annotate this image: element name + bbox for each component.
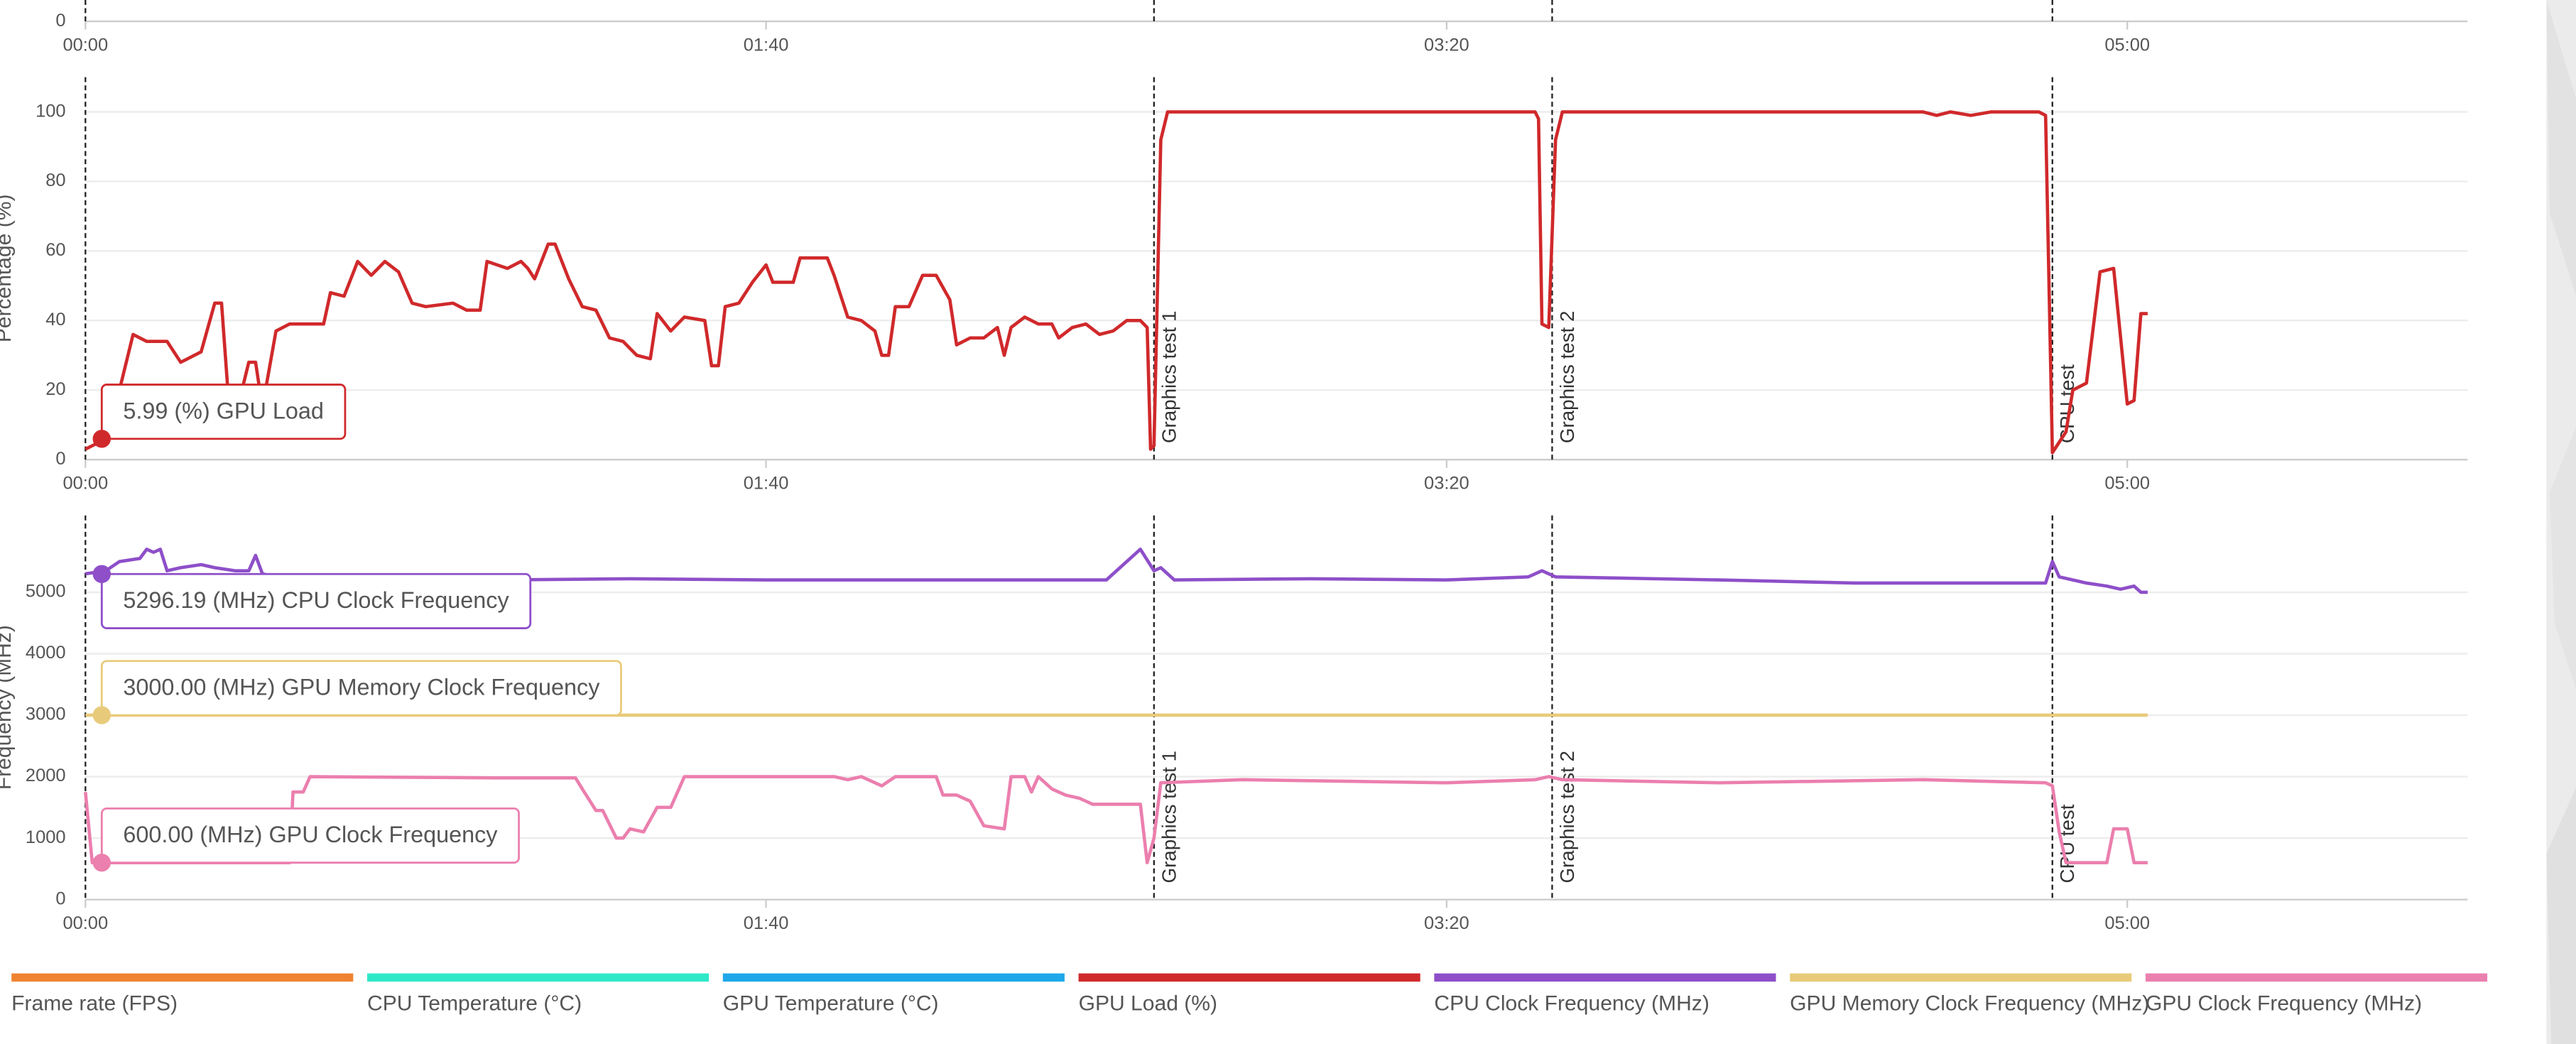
legend-label: GPU Load (%): [1079, 991, 1217, 1015]
y-axis-label: Percentage (%): [0, 195, 16, 343]
x-tick-label: 01:40: [744, 35, 789, 55]
y-tick-label: 20: [45, 379, 65, 399]
x-tick-label: 03:20: [1424, 35, 1469, 55]
x-tick-label: 05:00: [2104, 35, 2150, 55]
legend-label: GPU Temperature (°C): [723, 991, 939, 1015]
legend-swatch: [1434, 973, 1776, 982]
y-tick-label: 0: [55, 449, 65, 469]
y-tick-label: 1000: [26, 827, 66, 847]
test-label: Graphics test 1: [1158, 311, 1180, 443]
legend-swatch: [11, 973, 354, 982]
x-tick-label: 01:40: [744, 913, 789, 933]
x-tick-label: 00:00: [63, 35, 108, 55]
series-line: [85, 548, 2148, 594]
legend-swatch: [722, 973, 1065, 982]
legend-label: CPU Temperature (°C): [367, 991, 582, 1015]
y-tick-label: 3000: [26, 705, 66, 724]
side-decoration: [2546, 0, 2576, 296]
x-tick-label: 03:20: [1424, 474, 1469, 494]
legend-swatch: [1790, 973, 2132, 982]
tooltip-text: 5.99 (%) GPU Load: [123, 398, 324, 423]
x-tick-label: 05:00: [2104, 913, 2150, 933]
legend-label: CPU Clock Frequency (MHz): [1434, 991, 1709, 1015]
legend-swatch: [2145, 973, 2488, 982]
tooltip-box: [100, 572, 532, 629]
tooltip-text: 600.00 (MHz) GPU Clock Frequency: [123, 822, 498, 847]
x-tick-label: 01:40: [744, 474, 789, 494]
x-tick-label: 03:20: [1424, 913, 1469, 933]
series-line: [85, 110, 2148, 455]
tooltip-box: [100, 660, 622, 717]
y-tick-label: 40: [45, 310, 65, 330]
test-label: CPU test: [2056, 804, 2078, 883]
legend-label: GPU Memory Clock Frequency (MHz): [1790, 991, 2149, 1015]
y-tick-label: 100: [36, 101, 65, 121]
tooltip-text: 5296.19 (MHz) CPU Clock Frequency: [123, 587, 509, 613]
y-tick-label: 2000: [26, 766, 66, 785]
x-tick-label: 05:00: [2104, 474, 2150, 494]
series-line: [83, 775, 2148, 864]
test-label: Graphics test 2: [1556, 311, 1578, 443]
x-tick-label: 00:00: [63, 474, 108, 494]
side-decoration: [2546, 788, 2576, 1044]
tooltip-dot: [92, 853, 112, 872]
tooltip-text: 3000.00 (MHz) GPU Memory Clock Frequency: [123, 675, 600, 700]
y-axis-label: Frequency (MHz): [0, 625, 16, 790]
y-tick-label: 5000: [26, 582, 66, 602]
legend-label: Frame rate (FPS): [11, 991, 178, 1015]
y-tick-label: 0: [55, 11, 65, 31]
y-tick-label: 80: [45, 170, 65, 190]
test-label: Graphics test 2: [1556, 751, 1578, 883]
y-tick-label: 60: [45, 240, 65, 260]
tooltip-dot: [92, 706, 112, 724]
x-tick-label: 00:00: [63, 913, 108, 933]
tooltip-box: [100, 808, 520, 864]
tooltip-dot: [92, 430, 112, 448]
y-tick-label: 4000: [26, 643, 66, 663]
tooltip-dot: [92, 565, 112, 584]
legend-swatch: [1078, 973, 1420, 982]
legend-label: GPU Clock Frequency (MHz): [2146, 991, 2422, 1015]
side-decoration: [2549, 426, 2576, 690]
legend-swatch: [366, 973, 710, 982]
tooltip-box: [100, 384, 347, 440]
test-label: Graphics test 1: [1158, 751, 1180, 883]
y-tick-label: 0: [55, 888, 65, 908]
